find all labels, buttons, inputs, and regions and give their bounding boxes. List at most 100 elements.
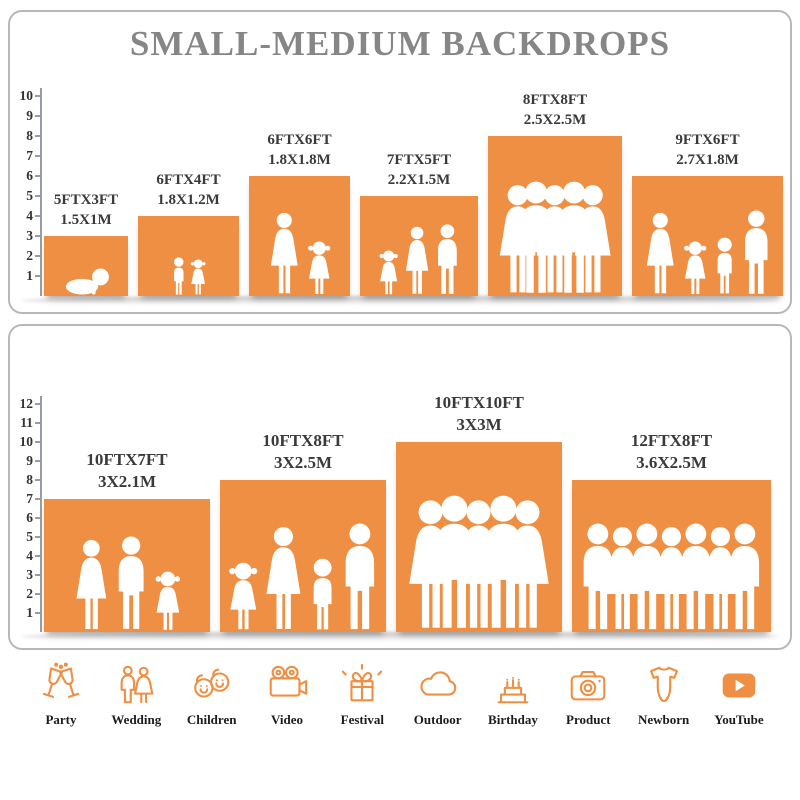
backdrop-size-label: 10FTX8FT 3X2.5M <box>262 430 343 474</box>
ruler-tick: 6 <box>26 168 42 183</box>
woman-silhouette <box>70 539 113 632</box>
woman-silhouette <box>497 499 558 632</box>
backdrop-m-label: 3X2.5M <box>273 452 333 472</box>
category-outdoor: Outdoor <box>405 662 471 728</box>
category-party: Party <box>28 662 94 728</box>
ruler-tick: 11 <box>20 415 42 430</box>
backdrop-ft-label: 10FTX8FT <box>262 430 344 450</box>
category-label: Video <box>270 712 303 727</box>
backdrop-m-label: 2.7X1.8M <box>676 151 739 168</box>
man-silhouette <box>112 536 150 632</box>
man-silhouette <box>338 523 382 632</box>
backdrop-size-label: 8FTX8FT 2.5X2.5M <box>523 91 587 130</box>
ruler-tick: 10 <box>19 88 42 103</box>
category-children: Children <box>179 662 245 728</box>
backdrop-size-label: 12FTX8FT 3.6X2.5M <box>631 430 712 474</box>
backdrop-bar <box>44 499 210 632</box>
backdrop-bar <box>138 216 239 296</box>
woman-silhouette <box>641 212 680 296</box>
category-label: Outdoor <box>413 712 462 727</box>
newborn-icon <box>649 666 678 703</box>
man-silhouette <box>739 210 774 296</box>
backdrop-bar <box>572 480 771 632</box>
backdrop-size-label: 9FTX6FT 2.7X1.8M <box>675 131 739 170</box>
ruler-tick: 1 <box>26 605 42 620</box>
product-icon <box>570 671 606 701</box>
backdrop-6x6: 6FTX6FT 1.8X1.8M <box>249 131 350 296</box>
backdrop-ft-label: 9FTX6FT <box>675 132 740 148</box>
baby-silhouette <box>60 264 112 296</box>
category-youtube: YouTube <box>706 662 772 728</box>
category-festival: Festival <box>329 662 395 728</box>
category-row: Party Wedding Children <box>0 662 800 728</box>
backdrop-size-label: 7FTX5FT 2.2X1.5M <box>387 151 451 190</box>
backdrop-ft-label: 10FTX7FT <box>86 449 168 469</box>
backdrop-bar <box>44 236 128 296</box>
backdrop-size-label: 6FTX6FT 1.8X1.8M <box>267 131 331 170</box>
backdrop-size-label: 10FTX10FT 3X3M <box>434 392 524 436</box>
man-silhouette <box>723 523 767 632</box>
boy-silhouette <box>710 237 739 296</box>
ruler-tick: 8 <box>26 128 42 143</box>
backdrop-10x7: 10FTX7FT 3X2.1M <box>44 449 210 632</box>
category-label: Product <box>566 712 611 727</box>
woman-silhouette <box>265 212 304 296</box>
category-product: Product <box>555 662 621 728</box>
category-label: YouTube <box>714 712 764 727</box>
girl-silhouette <box>224 562 263 632</box>
party-icon <box>42 662 80 698</box>
backdrop-m-label: 2.2X1.5M <box>387 171 451 188</box>
girl-silhouette <box>151 571 185 632</box>
children-icon <box>193 668 230 698</box>
ruler-tick: 9 <box>26 453 42 468</box>
ruler-scale-bottom: 1 2 3 4 5 6 7 8 9 10 11 12 <box>18 396 42 632</box>
backdrop-m-label: 1.8X1.8M <box>268 151 331 168</box>
woman-silhouette <box>259 526 308 632</box>
ruler-tick: 12 <box>19 396 42 411</box>
backdrop-ft-label: 10FTX10FT <box>434 392 524 412</box>
backdrop-ft-label: 5FTX3FT <box>53 192 119 208</box>
category-label: Newborn <box>637 712 690 727</box>
backdrop-10x10: 10FTX10FT 3X3M <box>396 392 562 632</box>
man-silhouette <box>433 224 462 296</box>
backdrop-m-label: 1.8X1.2M <box>157 191 220 208</box>
backdrop-bar <box>360 196 478 296</box>
category-video: Video <box>254 662 320 728</box>
medium-backdrops-panel: 1 2 3 4 5 6 7 8 9 10 11 12 10FTX7FT 3X2.1M 10FTX8FT… <box>8 324 792 650</box>
ruler-tick: 3 <box>26 567 42 582</box>
category-newborn: Newborn <box>631 662 697 728</box>
backdrop-m-label: 1.5X1M <box>60 211 112 228</box>
backdrop-m-label: 3X3M <box>456 414 502 434</box>
girl-silhouette <box>304 241 334 296</box>
category-label: Wedding <box>111 712 162 727</box>
backdrop-size-label: 10FTX7FT 3X2.1M <box>86 449 167 493</box>
poster-title: SMALL-MEDIUM BACKDROPS <box>129 24 671 63</box>
ruler-tick: 2 <box>26 586 42 601</box>
girl-silhouette <box>188 259 208 296</box>
boy-silhouette <box>304 558 341 632</box>
ruler-tick: 7 <box>26 491 42 506</box>
backdrop-ft-label: 6FTX6FT <box>267 132 332 148</box>
backdrop-row-bottom: 10FTX7FT 3X2.1M 10FTX8FT 3X2.5M 10FTX10F… <box>44 392 786 632</box>
ruler-tick: 9 <box>26 108 42 123</box>
birthday-icon <box>497 676 529 704</box>
backdrop-bar <box>396 442 562 632</box>
backdrop-bar <box>632 176 783 296</box>
backdrop-5x3: 5FTX3FT 1.5X1M <box>44 191 128 296</box>
backdrop-ft-label: 6FTX4FT <box>156 172 221 188</box>
ruler-tick: 5 <box>26 529 42 544</box>
category-label: Party <box>45 712 77 727</box>
backdrop-m-label: 3.6X2.5M <box>636 452 707 472</box>
festival-icon <box>342 663 383 702</box>
ruler-tick: 7 <box>26 148 42 163</box>
backdrop-8x8: 8FTX8FT 2.5X2.5M <box>488 91 622 296</box>
ruler-tick: 6 <box>26 510 42 525</box>
girl-silhouette <box>680 241 710 296</box>
youtube-icon <box>722 673 756 698</box>
woman-silhouette <box>401 226 433 296</box>
category-birthday: Birthday <box>480 662 546 728</box>
ruler-tick: 2 <box>26 248 42 263</box>
floor-shadow <box>22 296 778 305</box>
backdrop-ft-label: 12FTX8FT <box>630 430 713 450</box>
